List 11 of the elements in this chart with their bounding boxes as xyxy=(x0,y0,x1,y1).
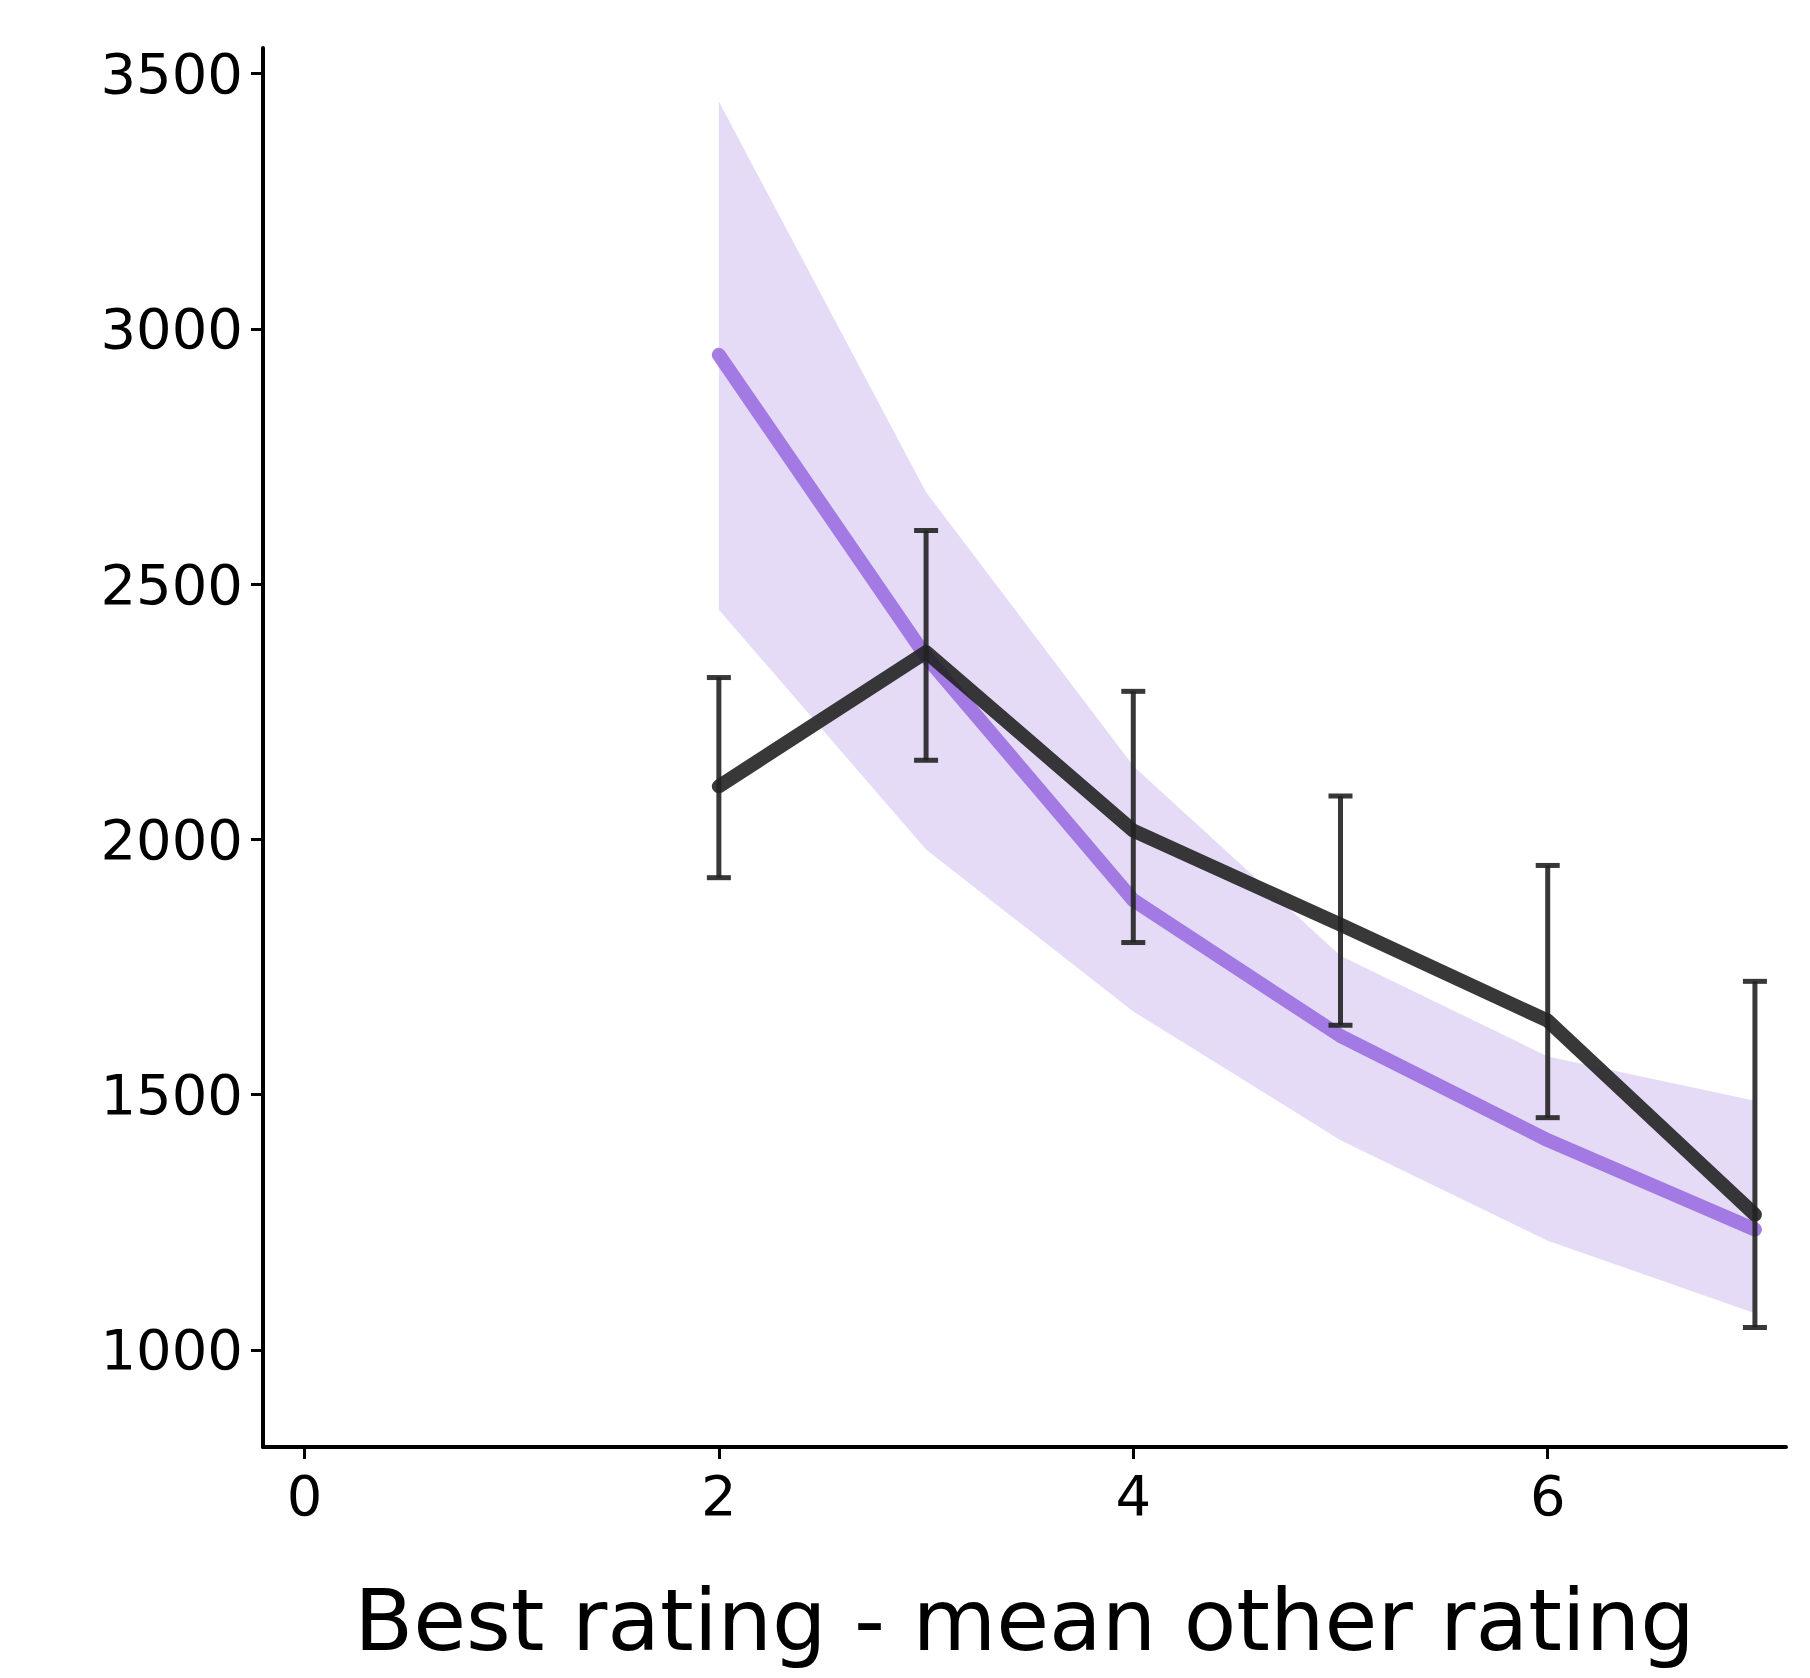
y-tick-label: 1500 xyxy=(100,1062,243,1128)
y-tick-label: 3000 xyxy=(100,296,243,362)
x-tick-label: 2 xyxy=(701,1462,737,1528)
y-tick-label: 3500 xyxy=(100,41,243,107)
x-tick-label: 0 xyxy=(286,1462,323,1528)
x-tick-label: 4 xyxy=(1115,1462,1152,1528)
x-axis-title: Best rating - mean other rating xyxy=(354,1570,1695,1670)
y-tick-label: 2500 xyxy=(100,551,243,617)
y-tick-label: 2000 xyxy=(100,806,243,872)
x-tick-label: 6 xyxy=(1529,1462,1566,1528)
y-tick-label: 1000 xyxy=(100,1317,243,1383)
